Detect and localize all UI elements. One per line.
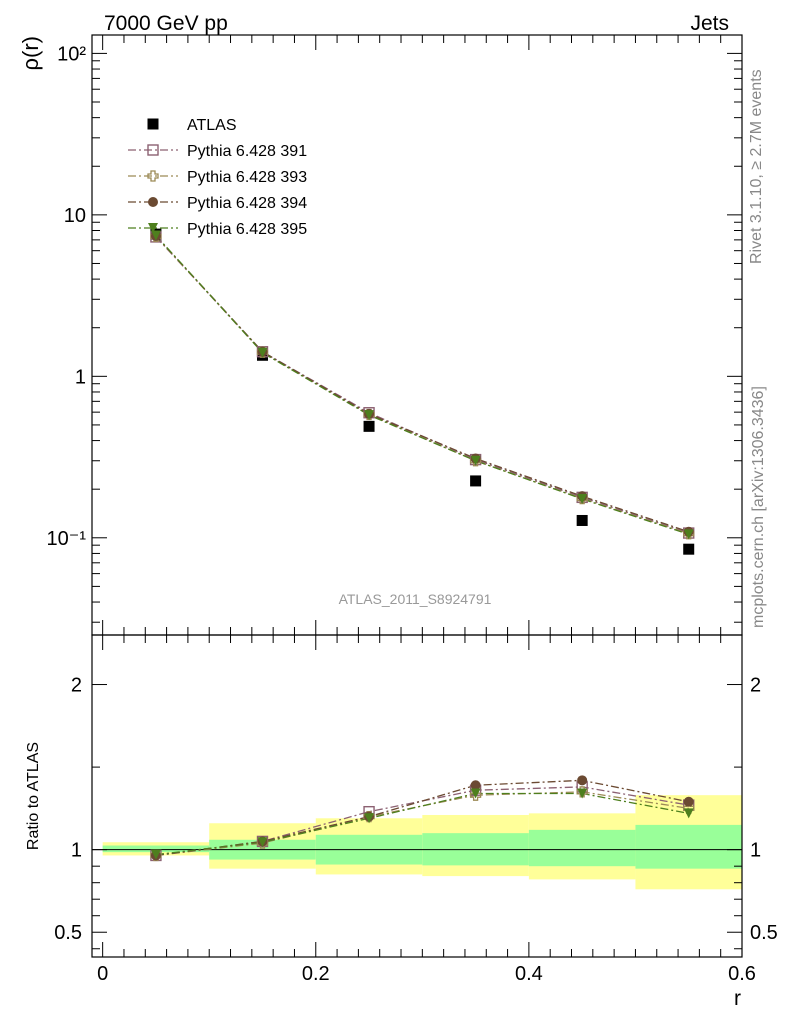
data-point-main [576, 514, 588, 526]
x-tick-label: 0 [97, 963, 108, 985]
legend-label: Pythia 6.428 394 [187, 195, 307, 212]
data-point-ratio [577, 788, 588, 799]
y-tick-label-main: 1 [75, 366, 86, 388]
legend: ATLAS Pythia 6.428 391 Pythia 6.428 393 Pyt… [128, 117, 307, 238]
y-tick-label-ratio-right: 2 [750, 675, 761, 697]
y-tick-label-ratio-right: 1 [750, 840, 761, 862]
ratio-series-lines [155, 779, 689, 857]
series-line-main [155, 235, 689, 533]
y-tick-label-main: 10⁻¹ [47, 528, 87, 550]
main-series-lines [155, 235, 689, 535]
legend-marker [147, 144, 159, 156]
legend-label: Pythia 6.428 391 [187, 143, 307, 160]
x-axis-label: r [734, 987, 741, 1010]
legend-marker [148, 223, 158, 233]
data-point-main [683, 529, 694, 540]
ratio-plot-panel: 0.5 0.5 1 1 2 2 0 0.2 0.4 0.6 Ratio to ATLAS r [25, 634, 778, 1010]
main-plot-panel: 10⁻¹ 1 10 10² ρ(r) ATLAS_2011_S8924791 ATLA… [18, 34, 743, 636]
legend-marker [148, 197, 158, 207]
y-tick-label-ratio: 2 [71, 675, 82, 697]
data-point-main [363, 420, 375, 432]
ratio-plot-frame [91, 634, 743, 958]
ratio-band-inner [635, 824, 742, 869]
legend-label: Pythia 6.428 393 [187, 169, 307, 186]
ratio-band-inner [528, 829, 636, 867]
header-right-label: Jets [690, 12, 729, 35]
series-line-main [155, 236, 689, 534]
data-point-ratio [577, 775, 588, 786]
series-line-main [155, 236, 689, 535]
series-line-ratio [155, 791, 689, 857]
series-line-ratio [155, 779, 689, 857]
data-point-ratio [683, 796, 694, 807]
data-point-main [150, 230, 161, 241]
y-axis-label-main: ρ(r) [18, 36, 43, 71]
main-series-markers [150, 228, 695, 555]
ratio-band-inner [102, 845, 210, 853]
data-point-ratio [257, 837, 268, 848]
series-line-ratio [155, 792, 689, 856]
ratio-series-markers [150, 775, 695, 862]
data-point-main [364, 410, 375, 421]
y-tick-label-ratio: 1 [71, 840, 82, 862]
data-point-ratio [470, 780, 481, 791]
main-axis-ticks: 10⁻¹ 1 10 10² [47, 35, 743, 635]
data-point-main [257, 347, 268, 358]
rivet-version-label: Rivet 3.1.10, ≥ 2.7M events [748, 69, 765, 264]
data-point-main [470, 475, 482, 487]
y-tick-label-ratio: 0.5 [54, 922, 82, 944]
x-tick-label: 0.4 [515, 963, 543, 985]
legend-marker [147, 118, 159, 130]
ratio-axis-ticks: 0.5 0.5 1 1 2 2 0 0.2 0.4 0.6 [54, 635, 778, 985]
series-line-main [155, 235, 689, 535]
ratio-uncertainty-bands [102, 795, 742, 890]
y-tick-label-main: 10 [64, 205, 86, 227]
y-tick-label-main: 10² [57, 43, 86, 65]
legend-label: ATLAS [187, 117, 237, 134]
data-point-ratio [470, 788, 481, 799]
data-point-main [470, 455, 481, 466]
legend-marker [147, 170, 159, 182]
data-point-main [577, 493, 588, 504]
y-tick-label-ratio-right: 0.5 [750, 922, 778, 944]
x-tick-label: 0.6 [728, 963, 756, 985]
header-left-label: 7000 GeV pp [104, 12, 228, 35]
data-point-ratio [683, 808, 694, 819]
mcplots-label: mcplots.cern.ch [arXiv:1306.3436] [750, 386, 767, 628]
data-point-ratio [364, 813, 375, 824]
y-axis-label-ratio: Ratio to ATLAS [25, 742, 42, 850]
watermark-analysis-id: ATLAS_2011_S8924791 [339, 591, 492, 607]
legend-label: Pythia 6.428 395 [187, 221, 307, 238]
data-point-ratio [150, 849, 161, 860]
data-point-main [683, 543, 695, 555]
x-tick-label: 0.2 [302, 963, 330, 985]
